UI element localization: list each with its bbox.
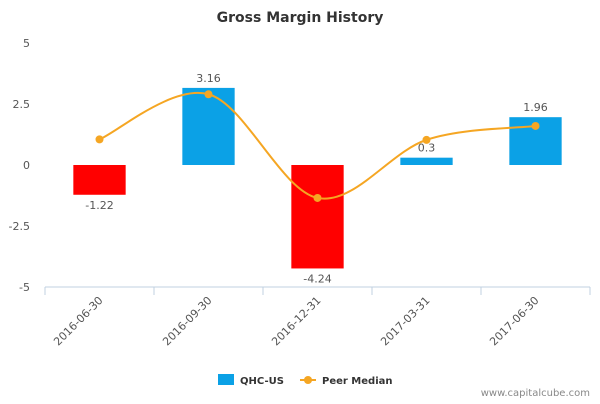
legend-label-qhc-us[interactable]: QHC-US — [240, 376, 284, 387]
y-axis-ticks: 5 2.5 0 -2.5 -5 — [9, 37, 30, 294]
legend-swatch-qhc-us[interactable] — [218, 374, 234, 385]
bar-2016-12-31[interactable] — [291, 165, 344, 269]
chart-title: Gross Margin History — [217, 10, 384, 26]
legend-marker-peer-median[interactable] — [304, 376, 312, 384]
y-tick-label: -2.5 — [9, 220, 30, 233]
legend-label-peer-median[interactable]: Peer Median — [322, 376, 393, 387]
peer-median-point[interactable] — [531, 121, 540, 130]
y-tick-label: -5 — [19, 281, 30, 294]
x-tick-label: 2017-06-30 — [487, 294, 541, 348]
bar-2016-06-30[interactable] — [73, 165, 126, 195]
x-tick-label: 2017-03-31 — [378, 294, 432, 348]
bar-series — [73, 87, 562, 269]
peer-median-point[interactable] — [313, 193, 322, 202]
line-series — [95, 90, 540, 202]
y-tick-label: 0 — [23, 159, 30, 172]
bar-value-label: 0.3 — [418, 142, 436, 155]
x-axis: 2016-06-30 2016-09-30 2016-12-31 2017-03-31… — [44, 286, 591, 348]
y-tick-label: 2.5 — [13, 98, 31, 111]
legend[interactable]: QHC-US Peer Median — [218, 374, 393, 387]
x-tick-label: 2016-09-30 — [160, 294, 214, 348]
bar-2017-03-31[interactable] — [400, 157, 453, 165]
bar-2016-09-30[interactable] — [182, 87, 235, 165]
watermark-text: www.capitalcube.com — [481, 388, 590, 399]
x-tick-label: 2016-12-31 — [269, 294, 323, 348]
value-labels: -1.22 3.16 -4.24 0.3 1.96 — [85, 72, 547, 286]
bar-value-label: -4.24 — [303, 272, 331, 285]
bar-value-label: -1.22 — [85, 199, 113, 212]
peer-median-point[interactable] — [95, 135, 104, 144]
y-tick-label: 5 — [23, 37, 30, 50]
bar-value-label: 3.16 — [196, 72, 221, 85]
x-tick-label: 2016-06-30 — [51, 294, 105, 348]
peer-median-point[interactable] — [204, 90, 213, 99]
bar-value-label: 1.96 — [523, 101, 548, 114]
peer-median-point[interactable] — [422, 135, 431, 144]
